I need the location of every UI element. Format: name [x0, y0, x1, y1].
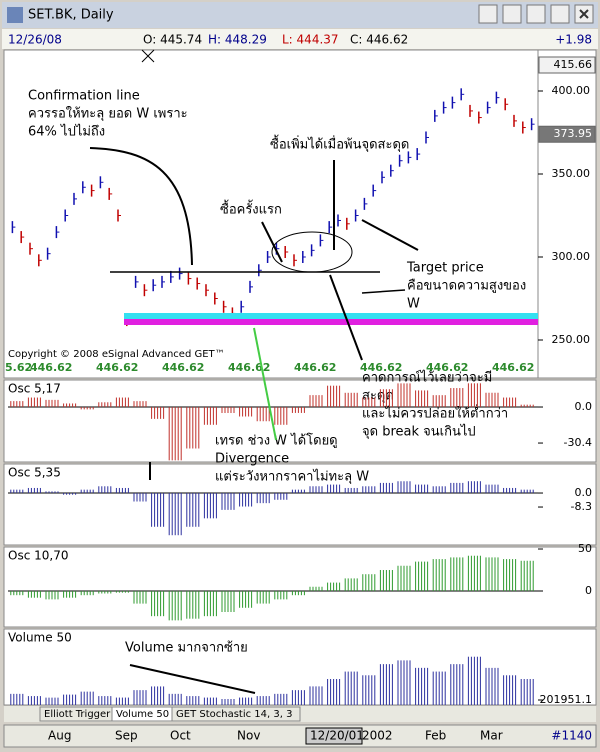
- annotation: Volume มากจากซ้าย: [125, 641, 248, 656]
- annotation: และไม่ควรปล่อยให้ต่ำกว่า: [362, 405, 508, 422]
- volume-panel: [3, 628, 597, 706]
- low-band: [124, 319, 538, 325]
- date-cursor-box: [305, 727, 363, 745]
- tab[interactable]: [171, 706, 301, 722]
- btn-maximize[interactable]: [550, 4, 570, 24]
- bar-label: 446.62: [162, 361, 204, 374]
- title-bar: [2, 2, 598, 28]
- panel-label: Osc 10,70: [8, 549, 68, 563]
- panel-label: Osc 5,35: [8, 466, 61, 480]
- annotation: Confirmation line: [28, 89, 140, 104]
- btn-minimize[interactable]: [526, 4, 546, 24]
- arrow-volume: [129, 664, 256, 694]
- header-high: H: 448.29: [208, 33, 267, 47]
- header-bar: [2, 29, 598, 49]
- bar-label: 446.62: [426, 361, 468, 374]
- annotation: ควรรอให้ทะลุ ยอด W เพราะ: [28, 106, 188, 122]
- close-glyph: [579, 9, 589, 19]
- bar-count: #1140: [551, 729, 592, 743]
- window-buttons[interactable]: [478, 4, 594, 24]
- tab-label[interactable]: GET Stochastic 14, 3, 3: [176, 709, 292, 720]
- panel-tick-label: 50: [578, 542, 592, 555]
- panel-tick-label: -8.3: [571, 500, 592, 513]
- panel-tick-label: 0: [585, 584, 592, 597]
- support-band: [124, 313, 538, 319]
- panel-tick-label: 0.0: [575, 400, 593, 413]
- price-tick-label: 300.00: [552, 250, 591, 263]
- arrow-confirm: [89, 147, 193, 266]
- annotation: จุด break จนเกินไป: [362, 424, 476, 440]
- bar-label: 446.62: [294, 361, 336, 374]
- annotation: 64% ไปไม่ถึง: [28, 124, 105, 140]
- bar-label: 446.62: [492, 361, 534, 374]
- date-label: Feb: [425, 729, 446, 743]
- bar-label: 446.62: [360, 361, 402, 374]
- date-label: 12/20/01: [310, 729, 364, 743]
- crosshair: [141, 49, 155, 63]
- annotation: คาดการณ์ไว้เลยว่าจะมี: [362, 370, 492, 386]
- annotation: Divergence: [215, 452, 289, 467]
- date-label: Aug: [48, 729, 71, 743]
- price-box-label: 373.95: [554, 127, 593, 140]
- arrow-target: [361, 219, 419, 251]
- date-label: Nov: [237, 729, 260, 743]
- price-axis: [537, 49, 597, 379]
- annotation: W: [407, 297, 420, 312]
- price-tick-label: 250.00: [552, 333, 591, 346]
- w-circle: [271, 231, 353, 273]
- annotation: Target price: [406, 261, 484, 276]
- btn-link[interactable]: [478, 4, 498, 24]
- window-title: SET.BK, Daily: [28, 8, 114, 23]
- price-box-label: 415.66: [554, 58, 593, 71]
- arrow-first-buy: [261, 221, 283, 263]
- bar-label: 446.62: [228, 361, 270, 374]
- date-label: 2002: [362, 729, 393, 743]
- panel-label: Osc 5,17: [8, 382, 61, 396]
- header-low: L: 444.37: [282, 33, 339, 47]
- arrow-dip: [329, 274, 363, 361]
- panel-tick-label: -30.4: [564, 436, 592, 449]
- date-label: Sep: [115, 729, 138, 743]
- annotation: แต่ระวังหากราคาไม่ทะลุ W: [215, 469, 369, 485]
- header-close: C: 446.62: [350, 33, 408, 47]
- annotation: สะดุด: [362, 389, 394, 404]
- price-tick-label: 400.00: [552, 84, 591, 97]
- price-box: [538, 56, 596, 74]
- date-label: Oct: [170, 729, 191, 743]
- btn-nav[interactable]: [502, 4, 522, 24]
- arrow-divergence: [253, 327, 277, 441]
- bar-label: 5.62: [5, 361, 32, 374]
- annotation: คือขนาดความสูงของ: [407, 278, 526, 294]
- panel-tick-label: 0.0: [575, 486, 593, 499]
- panel-label: Volume 50: [8, 631, 72, 645]
- price-tick-label: 350.00: [552, 167, 591, 180]
- bar-label: 446.62: [30, 361, 72, 374]
- header-change: +1.98: [555, 33, 592, 47]
- app-icon: [7, 7, 23, 23]
- annotation: เทรด ช่วง W ได้โดยดู: [215, 433, 338, 449]
- header-open: O: 445.74: [143, 33, 202, 47]
- osc-panel-2: [3, 463, 597, 546]
- date-label: Mar: [480, 729, 503, 743]
- arrow-height: [361, 289, 406, 294]
- tab-label[interactable]: Volume 50: [116, 709, 169, 720]
- copyright: Copyright © 2008 eSignal Advanced GET™: [8, 349, 225, 360]
- date-axis: [3, 724, 597, 748]
- osc-panel-1: [3, 379, 597, 463]
- price-box: [538, 125, 596, 143]
- panel-tick-label: 201951.1: [540, 693, 593, 706]
- annotation: ซื้อเพิ่มได้เมื่อพ้นจุดสะดุด: [270, 135, 409, 153]
- annotation: ซื้อครั้งแรก: [220, 200, 282, 218]
- header-date: 12/26/08: [8, 33, 62, 47]
- bar-label: 446.62: [96, 361, 138, 374]
- tab-label[interactable]: Elliott Trigger: [44, 709, 111, 720]
- osc-panel-3: [3, 546, 597, 628]
